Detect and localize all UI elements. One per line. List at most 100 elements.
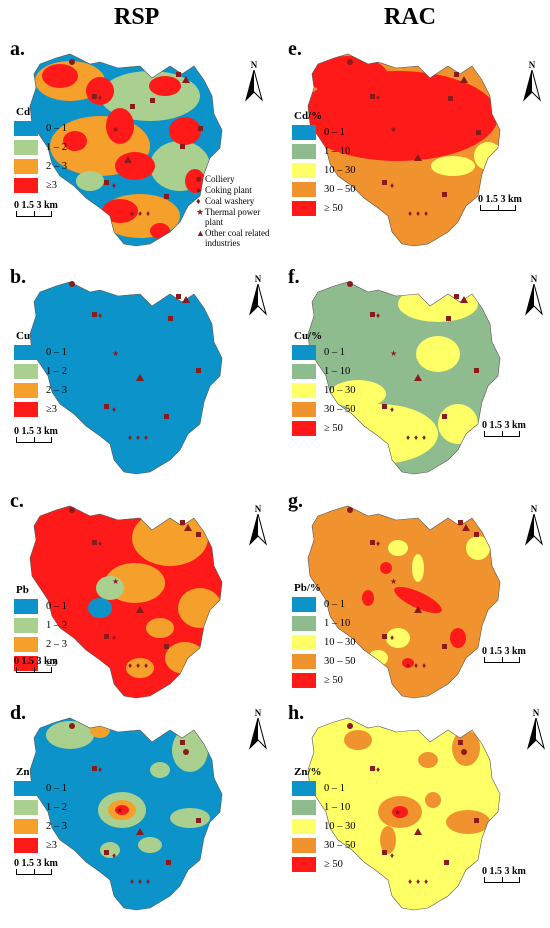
variable-title-g: Pb/%: [294, 582, 321, 594]
legend-label: 1 – 2: [46, 142, 67, 153]
legend-item: 1 – 2: [14, 799, 67, 816]
svg-text:♦: ♦: [376, 311, 380, 320]
legend-d: 0 – 1 1 – 2 2 – 3 ≥3: [14, 780, 67, 856]
legend-h: 0 – 1 1 – 10 10 – 30 30 – 50 ≥ 50: [292, 780, 356, 875]
north-arrow-icon: N: [246, 274, 270, 320]
legend-a: 0 – 1 1 – 2 2 – 3 ≥3: [14, 120, 67, 196]
thermal-power-plant-icon: ★: [196, 207, 205, 217]
svg-text:♦: ♦: [390, 633, 394, 642]
panel-label-b: b.: [10, 266, 27, 288]
svg-text:★: ★: [112, 577, 119, 586]
scale-bar-g: 0 1.5 3 km: [482, 646, 526, 663]
legend-item: ≥ 50: [292, 672, 356, 689]
source-item: ▲ Other coal related industries: [196, 228, 270, 248]
legend-item: 2 – 3: [14, 158, 67, 175]
legend-label: 1 – 10: [324, 618, 351, 629]
legend-item: 0 – 1: [292, 344, 356, 361]
legend-item: 1 – 2: [14, 363, 67, 380]
svg-text:♦: ♦: [390, 181, 394, 190]
map-b: ♦ ♦ ♦ ♦ ♦ ★: [29, 281, 223, 475]
north-arrow-icon: N: [246, 504, 270, 550]
legend-label: 2 – 3: [46, 639, 67, 650]
legend-label: 2 – 3: [46, 385, 67, 396]
legend-label: ≥3: [46, 404, 58, 415]
legend-label: ≥3: [46, 840, 58, 851]
legend-label: 1 – 10: [324, 366, 351, 377]
panel-label-h: h.: [288, 702, 305, 724]
legend-item: 1 – 2: [14, 139, 67, 156]
svg-text:♦: ♦: [136, 661, 140, 670]
legend-item: ≥ 50: [292, 200, 356, 217]
legend-label: 30 – 50: [324, 184, 356, 195]
svg-text:★: ★: [394, 808, 401, 817]
north-arrow-icon: N: [246, 708, 270, 754]
column-title-rac: RAC: [384, 4, 436, 30]
svg-text:★: ★: [390, 349, 397, 358]
svg-text:♦: ♦: [414, 661, 418, 670]
legend-label: 2 – 3: [46, 821, 67, 832]
svg-text:♦: ♦: [390, 851, 394, 860]
legend-label: ≥3: [46, 180, 58, 191]
svg-text:♦: ♦: [144, 661, 148, 670]
scale-bar-e: 0 1.5 3 km: [478, 194, 522, 211]
legend-item: 10 – 30: [292, 634, 356, 651]
map-c: ♦ ♦ ♦ ♦ ♦ ★: [29, 505, 223, 699]
panel-a-cd-rsp: ♦ ♦ ♦ ♦ ♦ ★ a. Cd 0 – 1 1 – 2 2 – 3 ≥3 0 1.…: [0, 36, 272, 264]
legend-label: 0 – 1: [46, 123, 67, 134]
svg-text:♦: ♦: [376, 93, 380, 102]
svg-text:♦: ♦: [408, 209, 412, 218]
variable-title-d: Zn: [16, 766, 30, 778]
svg-text:♦: ♦: [112, 633, 116, 642]
legend-item: 10 – 30: [292, 382, 356, 399]
variable-title-h: Zn/%: [294, 766, 322, 778]
legend-label: ≥ 50: [324, 859, 343, 870]
svg-text:♦: ♦: [130, 877, 134, 886]
svg-text:★: ★: [112, 349, 119, 358]
legend-label: 2 – 3: [46, 161, 67, 172]
column-title-rsp: RSP: [114, 4, 160, 30]
panel-label-c: c.: [10, 490, 24, 512]
panel-h-zn-rac: ♦ ♦ ♦ ♦ ♦ ★ h. Zn/% 0 – 1 1 – 10 10 – 30 30…: [278, 700, 550, 928]
panel-g-pb-rac: ♦ ♦ ♦ ♦ ♦ ★ g. Pb/% 0 – 1 1 – 10 10 – 30 30…: [278, 488, 550, 716]
legend-item: 30 – 50: [292, 401, 356, 418]
legend-label: 0 – 1: [324, 783, 345, 794]
legend-label: 10 – 30: [324, 165, 356, 176]
legend-label: 0 – 1: [46, 601, 67, 612]
legend-item: ≥3: [14, 177, 67, 194]
legend-item: 0 – 1: [14, 598, 67, 615]
legend-item: 0 – 1: [14, 120, 67, 137]
legend-item: 2 – 3: [14, 818, 67, 835]
panel-f-cu-rac: ♦ ♦ ♦ ♦ ♦ ★ f. Cu/% 0 – 1 1 – 10 10 – 30 30…: [278, 264, 550, 492]
legend-label: ≥ 50: [324, 203, 343, 214]
svg-text:♦: ♦: [98, 93, 102, 102]
legend-item: 10 – 30: [292, 818, 356, 835]
legend-item: 30 – 50: [292, 653, 356, 670]
legend-item: 0 – 1: [292, 124, 356, 141]
north-arrow-icon: N: [524, 708, 548, 754]
legend-item: 30 – 50: [292, 181, 356, 198]
svg-text:♦: ♦: [144, 433, 148, 442]
legend-label: 0 – 1: [324, 127, 345, 138]
variable-title-a: Cd: [16, 106, 31, 118]
svg-text:★: ★: [390, 125, 397, 134]
legend-item: 2 – 3: [14, 636, 67, 653]
svg-text:♦: ♦: [408, 877, 412, 886]
colliery-icon: ■: [196, 174, 202, 184]
svg-text:♦: ♦: [422, 661, 426, 670]
legend-b: 0 – 1 1 – 2 2 – 3 ≥3: [14, 344, 67, 420]
coal-washery-icon: ♦: [196, 196, 201, 206]
legend-item: ≥3: [14, 837, 67, 854]
legend-label: 1 – 2: [46, 620, 67, 631]
panel-label-a: a.: [10, 38, 25, 60]
legend-item: 0 – 1: [292, 780, 356, 797]
source-item: ★ Thermal power plant: [196, 207, 261, 227]
legend-label: ≥ 50: [324, 423, 343, 434]
legend-e: 0 – 1 1 – 10 10 – 30 30 – 50 ≥ 50: [292, 124, 356, 219]
legend-f: 0 – 1 1 – 10 10 – 30 30 – 50 ≥ 50: [292, 344, 356, 439]
svg-text:♦: ♦: [406, 661, 410, 670]
scale-bar-b: 0 1.5 3 km: [14, 426, 58, 443]
svg-text:♦: ♦: [112, 405, 116, 414]
svg-text:★: ★: [390, 577, 397, 586]
legend-item: 10 – 30: [292, 162, 356, 179]
legend-label: 10 – 30: [324, 821, 356, 832]
